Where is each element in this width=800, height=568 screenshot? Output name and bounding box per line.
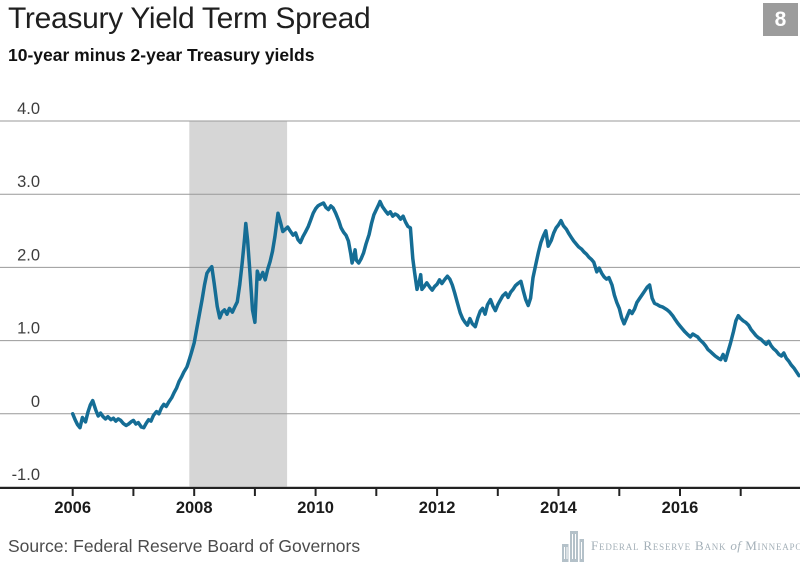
page-title: Treasury Yield Term Spread <box>8 2 371 35</box>
recession-band <box>189 121 288 487</box>
svg-text:2016: 2016 <box>662 499 699 517</box>
svg-text:3.0: 3.0 <box>17 173 40 191</box>
svg-text:4.0: 4.0 <box>17 100 40 118</box>
svg-text:2006: 2006 <box>54 499 91 517</box>
svg-text:-1.0: -1.0 <box>12 466 40 484</box>
fed-logo-text: Federal Reserve Bank of Minneapolis <box>591 538 800 553</box>
svg-text:2008: 2008 <box>176 499 213 517</box>
fed-building-icon <box>562 530 584 562</box>
svg-text:0: 0 <box>31 393 40 411</box>
source-note: Source: Federal Reserve Board of Governo… <box>8 536 361 556</box>
svg-text:2014: 2014 <box>540 499 578 517</box>
x-axis-labels: 2006 2008 2010 2012 2014 2016 <box>54 499 698 517</box>
minneapolis-fed-logo: Federal Reserve Bank of Minneapolis <box>562 529 800 563</box>
spread-line <box>70 199 800 430</box>
svg-text:1.0: 1.0 <box>17 320 40 338</box>
svg-text:2010: 2010 <box>297 499 334 517</box>
svg-text:2.0: 2.0 <box>17 246 40 264</box>
x-axis-ticks <box>71 489 742 496</box>
chart-subtitle: 10-year minus 2-year Treasury yields <box>8 45 315 65</box>
gridlines <box>0 120 800 488</box>
slide-number-badge: 8 <box>763 3 798 36</box>
svg-text:2012: 2012 <box>419 499 456 517</box>
y-axis-labels: 4.0 3.0 2.0 1.0 0 -1.0 <box>12 100 40 484</box>
line-chart: 4.0 3.0 2.0 1.0 0 -1.0 2006 2008 2010 2012 2014 201… <box>0 100 800 517</box>
